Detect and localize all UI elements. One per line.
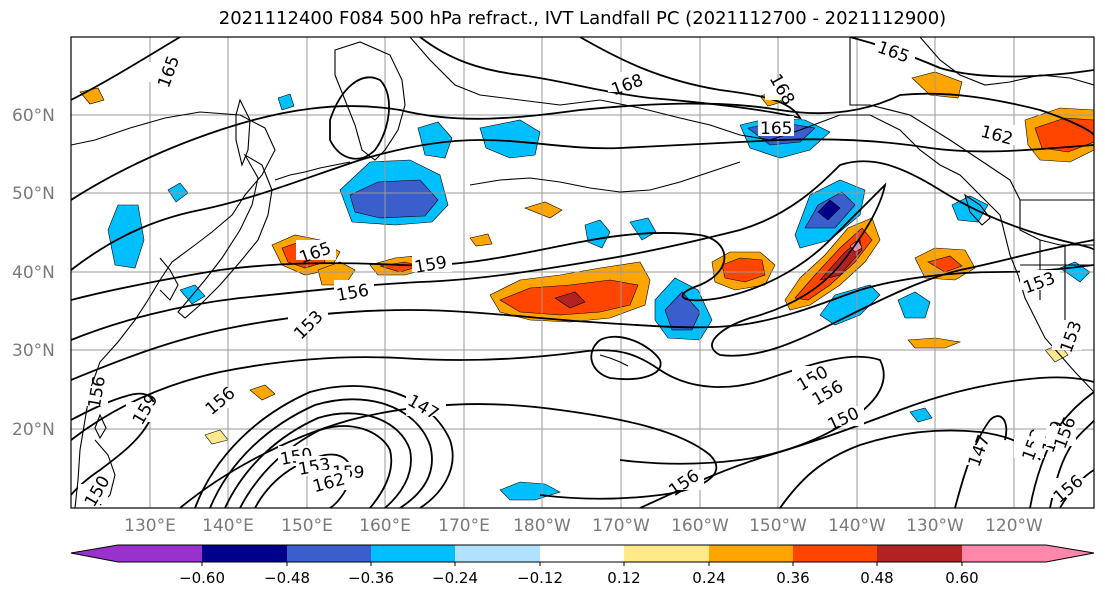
lon-tick-label: 160°W [671, 516, 729, 536]
lon-tick-label: 170°E [438, 516, 490, 536]
contour-tight-5 [254, 453, 353, 508]
lon-tick-label: 150°W [749, 516, 807, 536]
contour-153 [71, 264, 1094, 381]
colorbar-swatch [624, 545, 710, 562]
plot-frame [70, 36, 1095, 509]
shade-region [721, 257, 766, 283]
lon-tick-label: 140°W [828, 516, 886, 536]
lon-tick-label: 160°E [359, 516, 411, 536]
colorbar-ticks [201, 562, 963, 566]
lon-tick-label: 130°W [906, 516, 964, 536]
colorbar-swatch [540, 545, 625, 562]
lat-tick-label: 20°N [12, 420, 55, 440]
colorbar-swatch [371, 545, 456, 562]
shade-region [907, 337, 962, 349]
shade-region [909, 407, 933, 423]
colorbar-swatch [287, 545, 372, 562]
contour-168 [419, 37, 802, 120]
contour-159 [71, 182, 1094, 357]
contour-153-south [779, 429, 1041, 508]
coastline-hawaii [599, 354, 629, 367]
colorbar-tick-labels: −0.60 −0.48 −0.36 −0.24 −0.12 0.12 0.24 … [179, 569, 979, 587]
shade-region [277, 93, 295, 111]
coastline-japan [177, 153, 273, 319]
contour-tight-4 [194, 385, 454, 508]
coastline-na-west [999, 214, 1094, 393]
coastline-taiwan [94, 413, 107, 440]
contour-center-loop [590, 335, 662, 380]
longitude-axis: 130°E 140°E 150°E 160°E 170°E 180°W 170°… [124, 516, 1043, 536]
shade-region [819, 284, 881, 326]
coastline-kuril [274, 161, 351, 181]
shade-region [417, 121, 453, 159]
shade-region [817, 199, 841, 221]
lat-tick-label: 40°N [12, 263, 55, 283]
colorbar-tick-label: 0.48 [860, 569, 893, 587]
colorbar-tick-label: −0.24 [432, 569, 478, 587]
shade-region [897, 291, 931, 319]
colorbar-swatch [793, 545, 878, 562]
contour-165 [71, 92, 1094, 201]
contour-156 [71, 160, 1094, 341]
colorbar-tick-label: 0.60 [945, 569, 978, 587]
contour-kamchatka-loop [329, 76, 390, 160]
shaded-anomaly-layer [79, 71, 1094, 501]
coastline-kamchatka [334, 41, 406, 161]
shade-region [911, 71, 963, 99]
contour-147 [179, 403, 718, 508]
shade-region [927, 255, 963, 273]
shade-region [107, 204, 145, 269]
colorbar-swatch [709, 545, 794, 562]
contour-156-south [639, 376, 1094, 508]
contour-147-south [954, 415, 1008, 508]
latitude-axis: 20°N 30°N 40°N 50°N 60°N [12, 106, 55, 440]
contour-label: 165 [760, 119, 792, 139]
colorbar: −0.60 −0.48 −0.36 −0.24 −0.12 0.12 0.24 … [70, 544, 1095, 587]
contour-162 [71, 138, 1094, 271]
lon-tick-label: 130°E [124, 516, 176, 536]
colorbar-tick-label: −0.12 [517, 569, 563, 587]
colorbar-extend-min [71, 545, 118, 562]
coastline-bc-islands [964, 193, 991, 226]
lat-tick-label: 60°N [12, 106, 55, 126]
shade-region [249, 384, 276, 401]
contour-lines [71, 37, 1094, 508]
lon-tick-label: 150°E [281, 516, 333, 536]
colorbar-tick-label: −0.36 [348, 569, 394, 587]
colorbar-outline [70, 544, 1095, 563]
colorbar-tick-label: −0.48 [264, 569, 310, 587]
colorbar-swatches [71, 545, 1094, 562]
shade-region [584, 219, 611, 249]
colorbar-swatch [962, 545, 1047, 562]
colorbar-tick-label: 0.24 [692, 569, 725, 587]
colorbar-extend-max [1046, 545, 1094, 562]
lon-tick-label: 170°W [592, 516, 650, 536]
shade-region [469, 233, 493, 247]
contour-tight-1 [239, 425, 393, 508]
coastline-aleutian [469, 161, 741, 193]
coastline-alaska [409, 37, 1001, 216]
colorbar-tick-label: 0.12 [607, 569, 640, 587]
lon-tick-label: 180°W [513, 516, 571, 536]
contour-153-se [1029, 391, 1094, 508]
colorbar-swatch [455, 545, 541, 562]
lon-tick-label: 120°W [985, 516, 1043, 536]
colorbar-swatch [202, 545, 288, 562]
lat-tick-label: 30°N [12, 341, 55, 361]
coastline-korea [159, 257, 179, 301]
contour-tight-3 [209, 398, 433, 508]
lat-tick-label: 50°N [12, 184, 55, 204]
shade-region [554, 291, 586, 309]
colorbar-swatch [118, 545, 203, 562]
colorbar-tick-label: 0.36 [776, 569, 809, 587]
border-canada [849, 37, 1094, 201]
lon-tick-label: 140°E [202, 516, 254, 536]
map-title: 2021112400 F084 500 hPa refract., IVT La… [218, 8, 947, 29]
coastline-canada-north [919, 37, 1094, 86]
colorbar-tick-label: −0.60 [179, 569, 225, 587]
colorbar-swatch [877, 545, 963, 562]
contour-tight-2 [224, 412, 412, 508]
shade-region [479, 119, 541, 159]
